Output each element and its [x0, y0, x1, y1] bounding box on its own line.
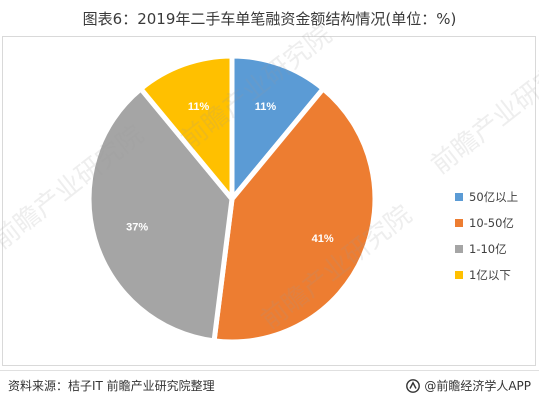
pie-chart: 11% 41% 37% 11% [86, 53, 378, 345]
legend-label: 10-50亿 [469, 216, 514, 230]
pie-data-label: 11% [188, 101, 210, 113]
legend-label: 50亿以上 [469, 190, 519, 204]
legend: 50亿以上 10-50亿 1-10亿 1亿以下 [455, 190, 539, 294]
source-note: 资料来源：桔子IT 前瞻产业研究院整理 [8, 379, 215, 393]
brand-credit: @前瞻经济学人APP [406, 376, 531, 396]
legend-swatch [455, 219, 463, 227]
brand-label: @前瞻经济学人APP [424, 379, 531, 393]
legend-swatch [455, 245, 463, 253]
pie-data-label: 37% [126, 222, 148, 234]
legend-item: 1-10亿 [455, 242, 539, 256]
legend-swatch [455, 271, 463, 279]
legend-label: 1-10亿 [469, 242, 507, 256]
pie-slice-separator [138, 53, 235, 202]
pie-slice-separator [211, 86, 378, 345]
chart-area: 11% 41% 37% 11% 50亿以上 10-50亿 1-10亿 1亿以下 [2, 36, 536, 366]
brand-logo-icon [406, 379, 421, 393]
legend-label: 1亿以下 [469, 268, 511, 282]
legend-item: 10-50亿 [455, 216, 539, 230]
legend-item: 50亿以上 [455, 190, 539, 204]
pie-data-label: 41% [312, 233, 334, 245]
legend-item: 1亿以下 [455, 268, 539, 282]
pie-slice-separator [86, 86, 235, 344]
legend-swatch [455, 193, 463, 201]
pie-slice-separator [229, 53, 326, 202]
pie-data-label: 11% [255, 101, 277, 113]
chart-title: 图表6：2019年二手车单笔融资金额结构情况(单位：%) [82, 10, 457, 28]
footer-divider [0, 370, 539, 371]
